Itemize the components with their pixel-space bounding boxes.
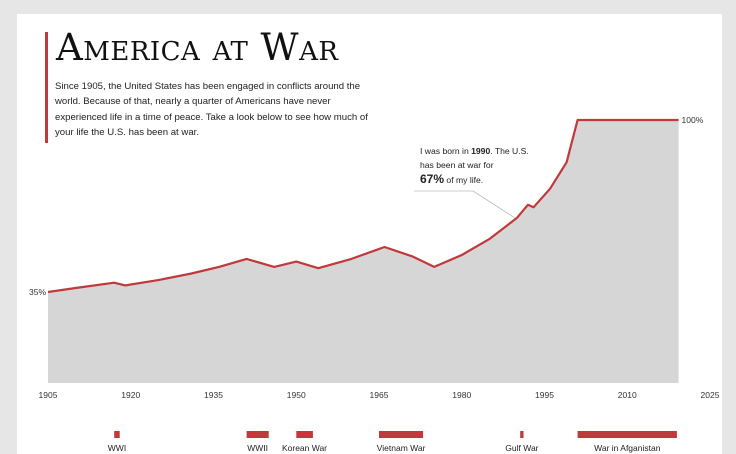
war-label: WWII: [247, 443, 268, 453]
war-label: Korean War: [282, 443, 327, 453]
title-accent-bar: [45, 32, 48, 143]
annotation-text-end: of my life.: [444, 175, 484, 185]
annotation-text-pre: I was born in: [420, 146, 472, 156]
area-fill: [48, 120, 679, 383]
x-tick-label: 1905: [39, 390, 58, 400]
war-label: Vietnam War: [377, 443, 426, 453]
end-value-label: 100%: [682, 115, 704, 125]
page-subtitle: Since 1905, the United States has been e…: [55, 81, 368, 139]
x-tick-label: 2025: [701, 390, 720, 400]
start-value-label: 35%: [29, 287, 46, 297]
x-tick-label: 2010: [618, 390, 637, 400]
x-tick-label: 1950: [287, 390, 306, 400]
war-bar: [246, 431, 269, 438]
war-label: WWI: [108, 443, 126, 453]
x-tick-label: 1965: [370, 390, 389, 400]
war-bar: [520, 431, 524, 438]
war-bar: [296, 431, 313, 438]
war-bar: [114, 431, 120, 438]
series-line: [47, 118, 679, 294]
war-label: Gulf War: [505, 443, 538, 453]
x-tick-label: 1995: [535, 390, 554, 400]
war-bar: [379, 431, 424, 438]
annotation: I was born in 1990. The U.S. has been at…: [420, 144, 535, 187]
annotation-percent: 67%: [420, 172, 445, 186]
annotation-leader-line: [472, 190, 516, 219]
x-tick-label: 1935: [204, 390, 223, 400]
x-tick-label: 1920: [121, 390, 140, 400]
page-title: America at War: [56, 26, 339, 69]
war-label: War in Afganistan: [594, 443, 661, 453]
x-tick-label: 1980: [452, 390, 471, 400]
war-bar: [577, 431, 677, 438]
annotation-text-post: . The U.S. has been at war for: [420, 146, 529, 170]
annotation-year: 1990: [471, 146, 491, 156]
